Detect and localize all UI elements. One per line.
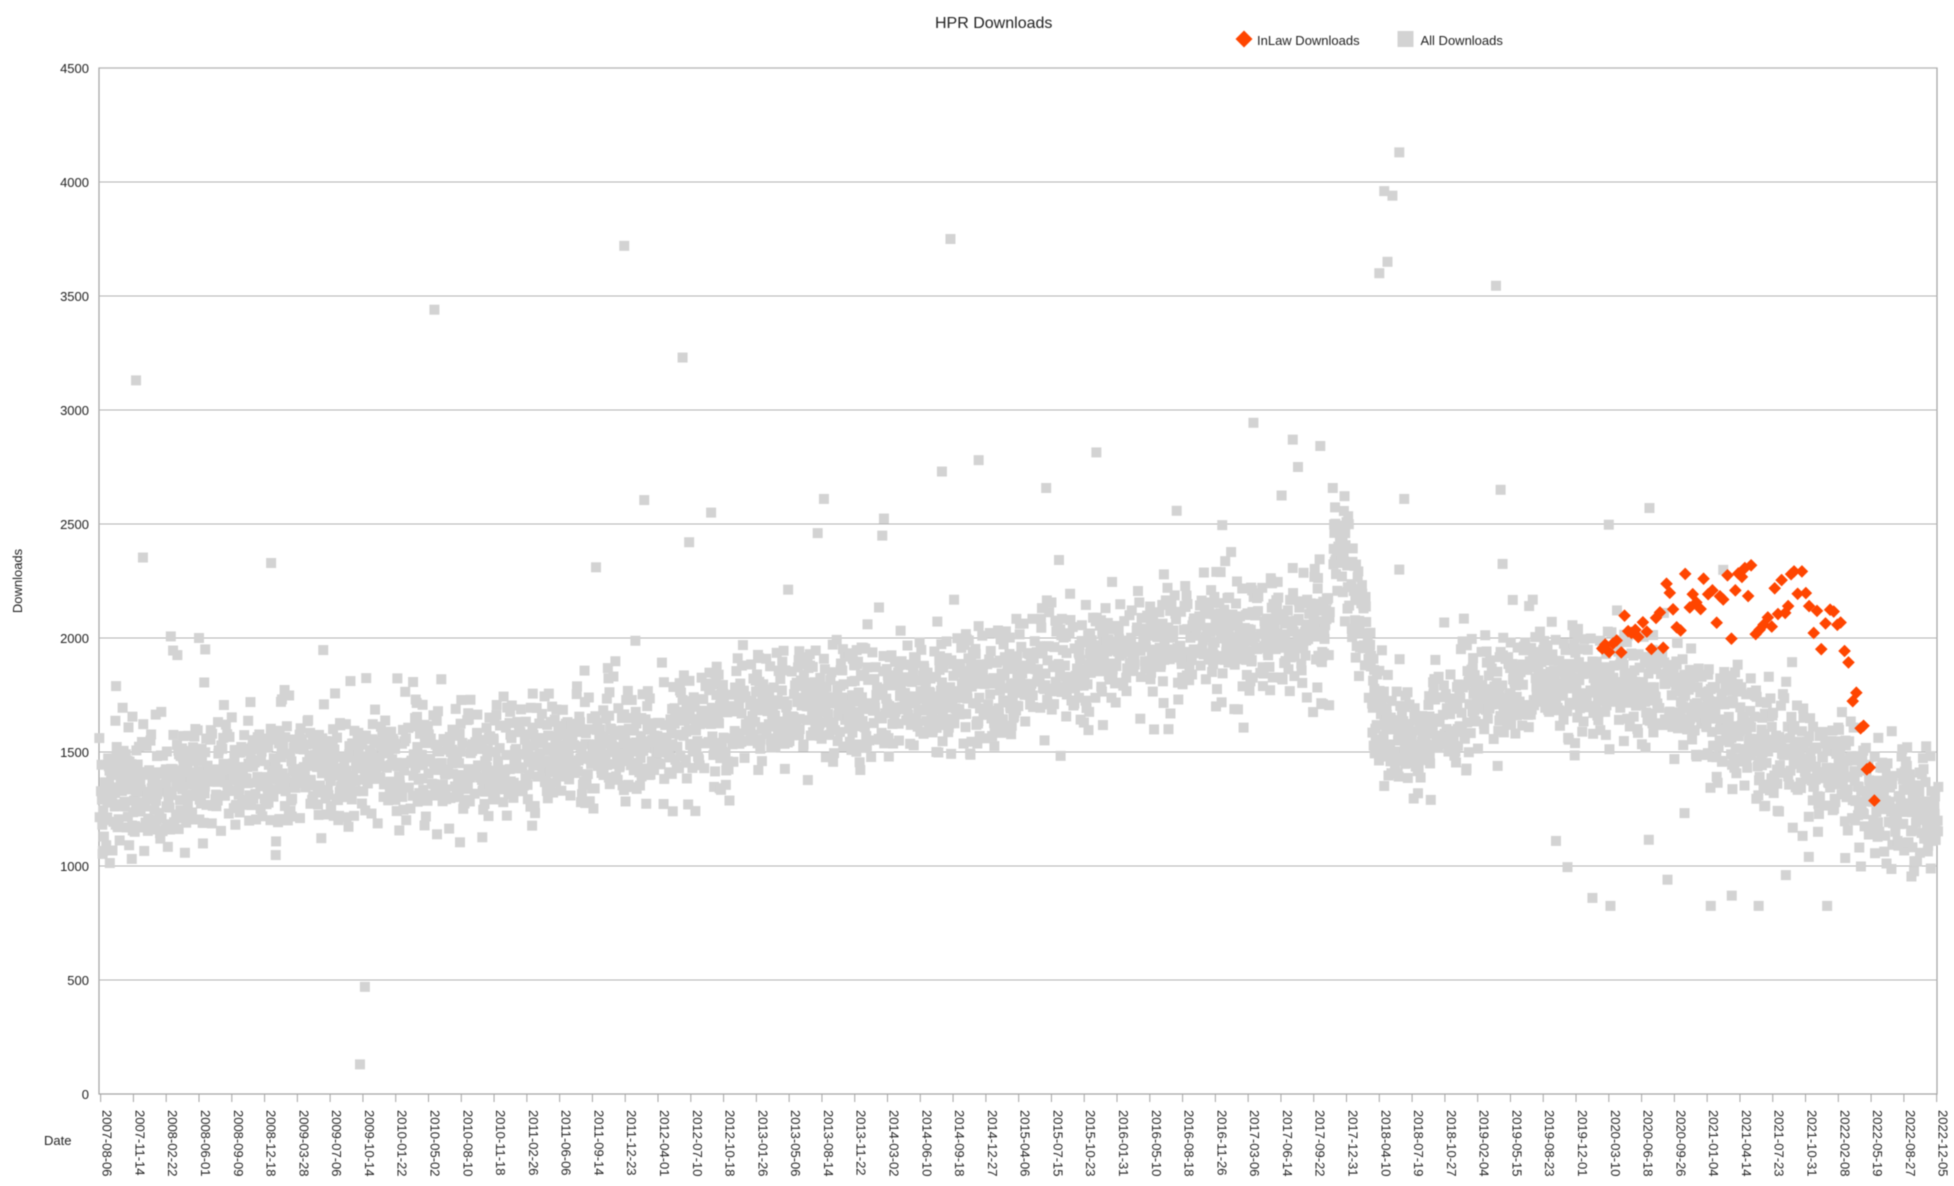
svg-text:2011-09-14: 2011-09-14 [591,1110,606,1176]
svg-text:2022-12-05: 2022-12-05 [1936,1110,1951,1177]
svg-text:2015-07-15: 2015-07-15 [1050,1110,1065,1177]
svg-text:2022-08-27: 2022-08-27 [1903,1110,1918,1177]
svg-text:2008-12-18: 2008-12-18 [264,1110,279,1177]
svg-text:2012-07-10: 2012-07-10 [690,1110,705,1177]
svg-text:InLaw Downloads: InLaw Downloads [1257,33,1360,48]
svg-text:2015-10-23: 2015-10-23 [1083,1110,1098,1177]
svg-text:2018-07-19: 2018-07-19 [1411,1110,1426,1177]
svg-text:2019-12-01: 2019-12-01 [1575,1110,1590,1177]
svg-text:2021-01-04: 2021-01-04 [1706,1110,1721,1177]
svg-text:2013-05-06: 2013-05-06 [788,1110,803,1177]
svg-text:3000: 3000 [60,403,89,418]
svg-text:2010-01-22: 2010-01-22 [395,1110,410,1177]
svg-text:2500: 2500 [60,517,89,532]
svg-text:2022-05-19: 2022-05-19 [1870,1110,1885,1177]
svg-text:2012-10-18: 2012-10-18 [723,1110,738,1177]
svg-text:2010-05-02: 2010-05-02 [428,1110,443,1177]
svg-text:2008-02-22: 2008-02-22 [165,1110,180,1177]
svg-text:2016-08-18: 2016-08-18 [1182,1110,1197,1177]
svg-text:Date: Date [44,1133,71,1148]
svg-text:0: 0 [82,1087,89,1102]
svg-text:All Downloads: All Downloads [1421,33,1504,48]
svg-text:2010-08-10: 2010-08-10 [460,1110,475,1177]
svg-text:2011-12-23: 2011-12-23 [624,1110,639,1176]
svg-text:2014-09-18: 2014-09-18 [952,1110,967,1177]
svg-text:2017-09-22: 2017-09-22 [1313,1110,1328,1177]
svg-text:2015-04-06: 2015-04-06 [1018,1110,1033,1177]
svg-text:2013-11-22: 2013-11-22 [854,1110,869,1176]
svg-text:2010-11-18: 2010-11-18 [493,1110,508,1176]
svg-text:2019-08-23: 2019-08-23 [1542,1110,1557,1177]
svg-text:2020-09-26: 2020-09-26 [1673,1110,1688,1177]
svg-text:HPR Downloads: HPR Downloads [935,15,1052,32]
svg-text:2019-05-15: 2019-05-15 [1509,1110,1524,1177]
svg-text:1000: 1000 [60,859,89,874]
svg-text:2011-06-06: 2011-06-06 [559,1110,574,1176]
svg-text:2020-06-18: 2020-06-18 [1641,1110,1656,1177]
svg-text:2018-04-10: 2018-04-10 [1378,1110,1393,1177]
svg-text:2020-03-10: 2020-03-10 [1608,1110,1623,1177]
svg-text:Downloads: Downloads [10,548,25,613]
svg-text:2008-09-09: 2008-09-09 [231,1110,246,1177]
svg-text:2016-05-10: 2016-05-10 [1149,1110,1164,1177]
svg-text:2007-08-06: 2007-08-06 [100,1110,115,1177]
svg-text:2022-02-08: 2022-02-08 [1837,1110,1852,1177]
svg-text:2012-04-01: 2012-04-01 [657,1110,672,1177]
svg-text:1500: 1500 [60,745,89,760]
svg-text:500: 500 [67,973,89,988]
svg-text:2000: 2000 [60,631,89,646]
svg-text:2017-06-14: 2017-06-14 [1280,1110,1295,1177]
svg-text:4000: 4000 [60,175,89,190]
svg-text:2007-11-14: 2007-11-14 [132,1110,147,1176]
svg-text:2017-03-06: 2017-03-06 [1247,1110,1262,1177]
svg-text:2018-10-27: 2018-10-27 [1444,1110,1459,1177]
svg-text:2009-10-14: 2009-10-14 [362,1110,377,1177]
svg-text:2009-07-06: 2009-07-06 [329,1110,344,1177]
svg-text:2017-12-31: 2017-12-31 [1346,1110,1361,1177]
svg-text:2014-12-27: 2014-12-27 [985,1110,1000,1177]
svg-text:2016-11-26: 2016-11-26 [1214,1110,1229,1176]
svg-text:2013-01-26: 2013-01-26 [755,1110,770,1177]
svg-text:2013-08-14: 2013-08-14 [821,1110,836,1177]
svg-text:2009-03-28: 2009-03-28 [296,1110,311,1177]
svg-text:2019-02-04: 2019-02-04 [1477,1110,1492,1177]
svg-text:2016-01-31: 2016-01-31 [1116,1110,1131,1177]
svg-text:4500: 4500 [60,61,89,76]
svg-text:2021-07-23: 2021-07-23 [1772,1110,1787,1177]
svg-text:2021-04-14: 2021-04-14 [1739,1110,1754,1177]
svg-text:3500: 3500 [60,289,89,304]
svg-text:2014-06-10: 2014-06-10 [919,1110,934,1177]
svg-text:2011-02-26: 2011-02-26 [526,1110,541,1176]
svg-text:2021-10-31: 2021-10-31 [1805,1110,1820,1177]
svg-text:2008-06-01: 2008-06-01 [198,1110,213,1177]
svg-text:2014-03-02: 2014-03-02 [887,1110,902,1177]
